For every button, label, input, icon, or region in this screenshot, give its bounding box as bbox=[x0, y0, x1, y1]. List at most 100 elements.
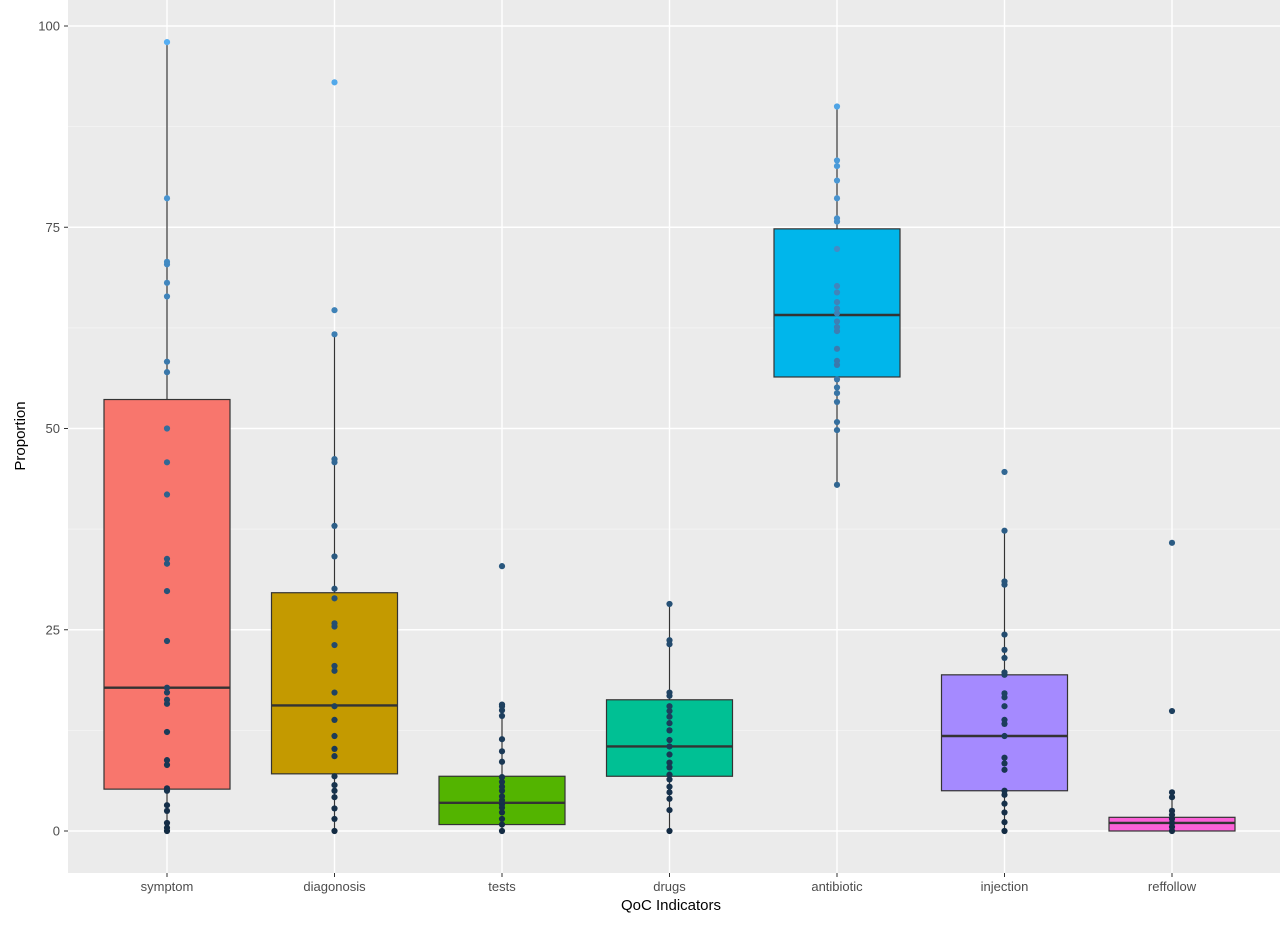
data-point bbox=[1168, 807, 1176, 814]
data-point bbox=[1001, 631, 1008, 638]
data-point bbox=[1001, 787, 1008, 794]
data-point bbox=[498, 701, 506, 708]
data-point bbox=[498, 758, 506, 765]
data-point bbox=[1001, 819, 1008, 826]
data-point bbox=[1168, 539, 1176, 546]
data-point bbox=[666, 600, 673, 608]
data-point bbox=[1168, 794, 1176, 801]
data-point bbox=[833, 318, 841, 325]
data-point bbox=[833, 195, 841, 202]
x-tick-label: diagonosis bbox=[303, 879, 366, 894]
data-point bbox=[833, 299, 841, 306]
data-point bbox=[163, 560, 171, 567]
data-point bbox=[833, 481, 841, 488]
x-tick-label: reffollow bbox=[1148, 879, 1197, 894]
data-point bbox=[666, 689, 673, 696]
boxes-layer bbox=[103, 42, 1236, 832]
data-point bbox=[498, 809, 506, 816]
data-point bbox=[1001, 468, 1008, 476]
data-point bbox=[833, 398, 841, 406]
data-point bbox=[833, 384, 841, 391]
data-point bbox=[163, 689, 171, 696]
y-tick-label: 75 bbox=[46, 220, 60, 235]
data-point bbox=[1001, 754, 1008, 761]
data-point bbox=[666, 707, 673, 715]
data-point bbox=[833, 418, 841, 426]
data-point bbox=[331, 805, 338, 812]
y-axis-title: Proportion bbox=[12, 401, 29, 470]
data-point bbox=[498, 815, 506, 823]
data-point bbox=[163, 802, 171, 809]
data-point bbox=[498, 827, 506, 835]
data-point bbox=[833, 289, 841, 296]
data-point bbox=[331, 595, 338, 602]
data-point bbox=[498, 712, 506, 719]
data-point bbox=[331, 689, 338, 696]
y-axis: 0 25 50 75 100 bbox=[38, 19, 68, 839]
data-point bbox=[666, 759, 673, 766]
data-point bbox=[163, 293, 171, 300]
y-tick-label: 0 bbox=[53, 824, 60, 839]
data-point bbox=[498, 783, 506, 790]
data-point bbox=[331, 732, 338, 740]
data-point bbox=[163, 824, 171, 831]
data-point bbox=[1001, 760, 1008, 767]
data-point bbox=[833, 345, 841, 352]
data-point bbox=[163, 696, 171, 703]
x-axis-title: QoC Indicators bbox=[621, 897, 721, 914]
data-point bbox=[666, 783, 673, 790]
data-point bbox=[1001, 732, 1008, 740]
y-tick-label: 50 bbox=[46, 421, 60, 436]
x-axis: symptom diagonosis tests drugs antibiotic inj… bbox=[141, 873, 1197, 894]
data-point bbox=[163, 258, 171, 265]
y-tick-label: 100 bbox=[38, 19, 60, 34]
data-point bbox=[666, 743, 673, 750]
data-point bbox=[331, 773, 338, 780]
data-point bbox=[163, 425, 171, 432]
data-point bbox=[666, 751, 673, 758]
data-point bbox=[163, 785, 171, 792]
data-point bbox=[1001, 800, 1008, 807]
data-point bbox=[331, 703, 338, 710]
data-point bbox=[833, 427, 841, 434]
data-point bbox=[833, 305, 841, 312]
box-symptom bbox=[103, 42, 231, 831]
data-point bbox=[163, 369, 171, 376]
data-point bbox=[331, 331, 338, 338]
box-body bbox=[103, 398, 231, 790]
data-point bbox=[331, 307, 338, 314]
x-tick-label: symptom bbox=[141, 879, 194, 894]
data-point bbox=[163, 728, 171, 736]
data-point bbox=[331, 553, 338, 560]
data-point bbox=[498, 778, 506, 785]
data-point bbox=[666, 776, 673, 783]
data-point bbox=[1001, 716, 1008, 724]
data-point bbox=[833, 103, 841, 110]
data-point bbox=[331, 620, 338, 627]
data-point bbox=[163, 555, 171, 563]
data-point bbox=[833, 389, 841, 397]
x-tick-label: tests bbox=[488, 879, 516, 894]
data-point bbox=[833, 282, 841, 290]
data-point bbox=[1001, 766, 1008, 773]
data-point bbox=[666, 703, 673, 710]
data-point bbox=[666, 789, 673, 796]
data-point bbox=[1001, 527, 1008, 534]
minor-gridlines bbox=[68, 126, 1280, 731]
data-point bbox=[163, 279, 171, 286]
data-point bbox=[331, 787, 338, 794]
data-point bbox=[666, 827, 673, 835]
data-point bbox=[666, 637, 673, 644]
data-point bbox=[331, 827, 338, 835]
data-point bbox=[331, 745, 338, 752]
data-point bbox=[331, 782, 338, 789]
data-point bbox=[1001, 646, 1008, 653]
data-point bbox=[331, 455, 338, 463]
data-point bbox=[1001, 654, 1008, 662]
data-point bbox=[331, 641, 338, 649]
data-point bbox=[833, 357, 841, 364]
data-point bbox=[1001, 703, 1008, 710]
data-point bbox=[1001, 578, 1008, 585]
data-point bbox=[498, 773, 506, 781]
